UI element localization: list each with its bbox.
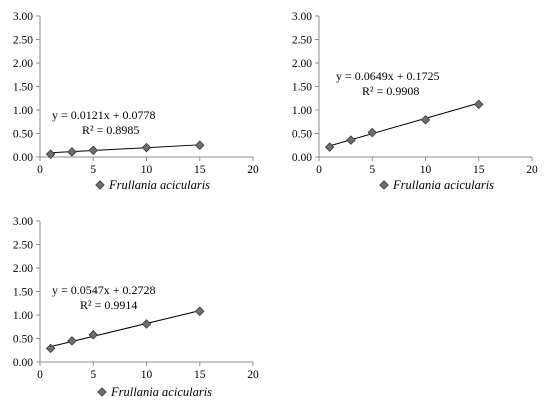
chart-panel-2: 0.00 0.50 1.00 1.50 2.00 2.50 3.00 0 5 10 15 20 Frul…	[292, 11, 538, 192]
data-point	[196, 307, 204, 315]
legend-label: Frullania acicularis	[392, 178, 494, 192]
x-tick-label: 0	[37, 369, 43, 381]
y-tick-label: 0.50	[292, 129, 312, 141]
y-tick-label: 2.50	[13, 35, 33, 47]
trendline-equation: y = 0.0649x + 0.1725	[336, 69, 440, 83]
legend-marker	[380, 181, 388, 189]
x-tick-label: 20	[526, 164, 538, 176]
x-tick-label: 5	[90, 369, 96, 381]
legend-label: Frullania acicularis	[110, 385, 212, 399]
r-squared-label: R² = 0.8985	[82, 123, 139, 137]
data-point	[142, 320, 150, 328]
y-tick-label: 0.50	[13, 334, 33, 346]
data-point	[89, 331, 97, 339]
y-tick-label: 3.00	[13, 11, 33, 23]
legend-marker	[98, 388, 106, 396]
data-point	[142, 143, 150, 151]
y-tick-label: 2.00	[13, 58, 33, 70]
y-tick-label: 3.00	[13, 216, 33, 228]
y-tick-label: 2.50	[13, 240, 33, 252]
y-tick-label: 2.50	[292, 35, 312, 47]
y-tick-label: 0.00	[13, 357, 33, 369]
y-tick-label: 0.00	[13, 152, 33, 164]
data-point	[196, 141, 204, 149]
data-point	[475, 100, 483, 108]
y-tick-label: 1.00	[13, 105, 33, 117]
y-tick-label: 0.00	[292, 152, 312, 164]
y-tick-label: 1.00	[13, 310, 33, 322]
data-point	[421, 116, 429, 124]
x-tick-label: 10	[141, 164, 153, 176]
y-tick-label: 0.50	[13, 129, 33, 141]
data-point	[325, 143, 333, 151]
data-point	[68, 337, 76, 345]
data-point	[89, 146, 97, 154]
y-tick-label: 2.00	[13, 263, 33, 275]
x-tick-label: 15	[473, 164, 485, 176]
x-tick-label: 0	[37, 164, 43, 176]
data-point	[368, 128, 376, 136]
y-tick-label: 1.50	[13, 82, 33, 94]
x-tick-label: 20	[247, 369, 259, 381]
y-tick-label: 2.00	[292, 58, 312, 70]
r-squared-label: R² = 0.9908	[362, 84, 419, 98]
legend-marker	[96, 181, 104, 189]
x-tick-label: 0	[316, 164, 322, 176]
x-tick-label: 5	[369, 164, 375, 176]
x-tick-label: 15	[194, 369, 206, 381]
y-tick-label: 1.00	[292, 105, 312, 117]
chart-panel-1: 0.00 0.50 1.00 1.50 2.00 2.50 3.00 0 5 10 15 20 Frul…	[13, 11, 259, 192]
y-tick-label: 3.00	[292, 11, 312, 23]
x-tick-label: 10	[420, 164, 432, 176]
data-point	[347, 136, 355, 144]
x-tick-label: 10	[141, 369, 153, 381]
data-point	[68, 148, 76, 156]
chart-panel-3: 0.00 0.50 1.00 1.50 2.00 2.50 3.00 0 5 10 15 20 Frul…	[13, 216, 259, 399]
trendline-equation: y = 0.0121x + 0.0778	[52, 108, 156, 122]
y-tick-label: 1.50	[292, 82, 312, 94]
y-tick-label: 1.50	[13, 287, 33, 299]
x-tick-label: 15	[194, 164, 206, 176]
trendline-equation: y = 0.0547x + 0.2728	[52, 283, 156, 297]
x-tick-label: 20	[247, 164, 259, 176]
x-tick-label: 5	[90, 164, 96, 176]
r-squared-label: R² = 0.9914	[80, 298, 137, 312]
legend-label: Frullania acicularis	[108, 178, 210, 192]
